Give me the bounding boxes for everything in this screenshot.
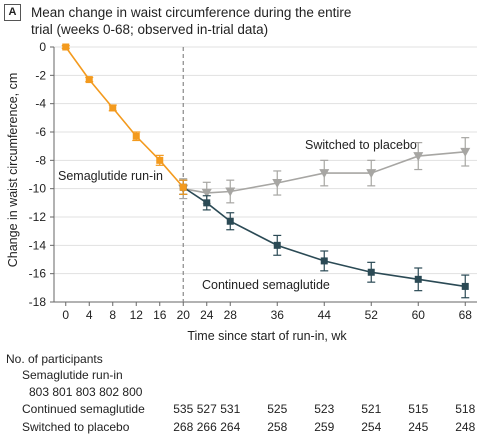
annotation-placebo: Switched to placebo bbox=[305, 138, 417, 152]
data-point-placebo bbox=[413, 152, 424, 162]
continued-count: 527 bbox=[196, 402, 217, 416]
data-point-continued bbox=[461, 282, 469, 290]
x-tick-label: 60 bbox=[412, 308, 426, 322]
data-point-runin bbox=[109, 104, 117, 112]
data-point-runin bbox=[132, 132, 140, 140]
placebo-count: 268 bbox=[173, 420, 194, 434]
x-axis-label: Time since start of run-in, wk bbox=[187, 329, 347, 343]
placebo-row-label: Switched to placebo bbox=[22, 420, 130, 434]
continued-count: 518 bbox=[455, 402, 476, 416]
series-line-runin bbox=[65, 46, 184, 188]
x-tick-label: 0 bbox=[62, 308, 69, 322]
placebo-count: 248 bbox=[455, 420, 476, 434]
data-point-continued bbox=[367, 268, 375, 276]
x-tick-label: 12 bbox=[130, 308, 144, 322]
continued-count: 531 bbox=[220, 402, 241, 416]
x-tick-label: 52 bbox=[365, 308, 379, 322]
data-point-placebo bbox=[201, 188, 212, 198]
y-axis-label: Change in waist circumference, cm bbox=[6, 73, 20, 268]
data-point-runin bbox=[156, 156, 164, 164]
waist-circumference-chart: Change in waist circumference, cm Time s… bbox=[6, 40, 477, 343]
x-tick-label: 8 bbox=[109, 308, 116, 322]
y-tick-label: 0 bbox=[39, 40, 46, 54]
placebo-count: 254 bbox=[361, 420, 382, 434]
data-point-continued bbox=[320, 257, 328, 265]
series-line-placebo bbox=[183, 151, 466, 194]
y-tick-label: -18 bbox=[29, 295, 47, 309]
placebo-count: 245 bbox=[408, 420, 429, 434]
data-point-continued bbox=[273, 241, 281, 249]
continued-count: 525 bbox=[267, 402, 288, 416]
data-point-continued bbox=[414, 275, 422, 283]
data-point-continued bbox=[226, 217, 234, 225]
placebo-count: 264 bbox=[220, 420, 241, 434]
y-tick-label: -6 bbox=[35, 125, 46, 139]
series-line-continued bbox=[182, 186, 466, 288]
panel-badge: A bbox=[4, 4, 21, 21]
data-point-runin bbox=[85, 76, 93, 84]
x-tick-label: 4 bbox=[86, 308, 93, 322]
x-tick-label: 28 bbox=[224, 308, 238, 322]
annotation-runin: Semaglutide run-in bbox=[58, 169, 163, 183]
y-tick-label: -2 bbox=[35, 68, 46, 82]
data-point-runin bbox=[179, 183, 187, 191]
y-tick-label: -8 bbox=[35, 153, 46, 167]
chart-title-line-2: trial (weeks 0-68; observed in-trial dat… bbox=[31, 22, 269, 37]
y-tick-label: -12 bbox=[29, 210, 47, 224]
x-tick-label: 16 bbox=[153, 308, 167, 322]
continued-row-label: Continued semaglutide bbox=[22, 402, 145, 416]
x-tick-label: 20 bbox=[177, 308, 191, 322]
chart-title: Mean change in waist circumference durin… bbox=[31, 4, 491, 38]
participants-heading: No. of participants bbox=[6, 352, 103, 366]
data-point-runin bbox=[62, 43, 70, 51]
y-tick-label: -14 bbox=[29, 238, 47, 252]
runin-row-values: 803 801 803 802 800 bbox=[29, 385, 143, 399]
y-tick-label: -16 bbox=[29, 267, 47, 281]
placebo-count: 258 bbox=[267, 420, 288, 434]
x-tick-label: 68 bbox=[459, 308, 473, 322]
y-tick-label: -10 bbox=[29, 182, 47, 196]
x-tick-label: 44 bbox=[318, 308, 332, 322]
data-point-placebo bbox=[366, 169, 377, 179]
annotation-continued: Continued semaglutide bbox=[202, 278, 330, 292]
data-point-placebo bbox=[460, 147, 471, 157]
chart-title-line-1: Mean change in waist circumference durin… bbox=[31, 5, 352, 20]
x-tick-label: 24 bbox=[200, 308, 214, 322]
continued-count: 523 bbox=[314, 402, 335, 416]
continued-count: 521 bbox=[361, 402, 382, 416]
placebo-count: 259 bbox=[314, 420, 335, 434]
y-tick-label: -4 bbox=[35, 97, 46, 111]
continued-count: 535 bbox=[173, 402, 194, 416]
data-point-continued bbox=[203, 199, 211, 207]
runin-row-label: Semaglutide run-in bbox=[22, 368, 123, 382]
placebo-count: 266 bbox=[196, 420, 217, 434]
data-point-placebo bbox=[319, 169, 330, 179]
x-tick-label: 36 bbox=[271, 308, 285, 322]
data-point-placebo bbox=[225, 187, 236, 197]
continued-count: 515 bbox=[408, 402, 429, 416]
data-point-placebo bbox=[272, 179, 283, 188]
